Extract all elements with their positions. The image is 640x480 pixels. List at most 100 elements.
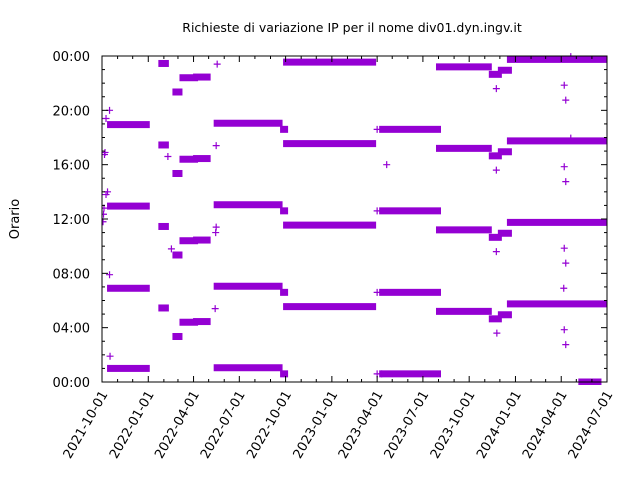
- x-tick-label: 2023-04-01: [336, 389, 387, 462]
- data-point: [167, 245, 175, 253]
- data-band: [506, 137, 607, 145]
- data-band: [107, 121, 150, 129]
- data-band: [172, 169, 183, 177]
- data-point: [560, 163, 568, 171]
- data-band: [280, 207, 289, 215]
- y-tick-label: 00:00: [53, 50, 90, 65]
- data-point: [106, 271, 114, 279]
- data-band: [379, 288, 441, 296]
- data-band: [172, 332, 183, 340]
- data-point: [492, 85, 500, 93]
- data-band: [435, 307, 492, 315]
- data-band: [435, 226, 492, 234]
- y-axis-label: Orario: [8, 199, 23, 240]
- data-band: [283, 58, 377, 66]
- data-point: [567, 53, 575, 61]
- x-tick-label: 2022-04-01: [152, 389, 203, 462]
- data-band: [193, 155, 211, 163]
- data-point: [562, 259, 570, 267]
- x-tick-label: 2023-10-01: [428, 389, 479, 462]
- data-point: [213, 60, 221, 68]
- data-point: [102, 114, 110, 122]
- data-band: [506, 55, 607, 63]
- data-band: [379, 207, 441, 215]
- x-tick-label: 2022-07-01: [198, 389, 249, 462]
- x-tick-label: 2023-01-01: [291, 389, 342, 462]
- data-point: [562, 341, 570, 349]
- y-tick-label: 20:00: [53, 104, 90, 119]
- data-point: [562, 96, 570, 104]
- data-band: [179, 74, 199, 82]
- data-band: [435, 63, 492, 71]
- data-band: [107, 284, 150, 292]
- data-band: [379, 370, 441, 378]
- data-point: [211, 305, 219, 313]
- data-band: [158, 222, 169, 230]
- data-band: [283, 140, 377, 148]
- data-point: [102, 210, 108, 218]
- x-tick-label: 2021-10-01: [61, 389, 112, 462]
- data-band: [280, 370, 289, 378]
- y-axis: 00:00 04:00 08:00 12:00 16:00 20:00 00:00: [53, 50, 607, 391]
- data-band: [193, 73, 211, 81]
- data-band: [283, 221, 377, 229]
- data-band: [497, 311, 512, 319]
- data-band: [172, 251, 183, 259]
- data-band: [158, 141, 169, 149]
- data-band: [488, 70, 502, 78]
- data-point: [212, 229, 220, 237]
- y-tick-label: 00:00: [53, 376, 90, 391]
- data-band: [497, 229, 512, 237]
- data-point: [378, 370, 386, 378]
- data-point: [492, 248, 500, 256]
- data-band: [158, 304, 169, 312]
- data-band: [213, 119, 283, 127]
- data-point: [373, 207, 381, 215]
- data-band: [379, 125, 441, 133]
- data-point: [562, 178, 570, 186]
- data-band: [488, 315, 502, 323]
- plot-area: [102, 53, 607, 385]
- data-band: [506, 218, 607, 226]
- data-point: [383, 161, 391, 169]
- x-tick-label: 2022-01-01: [107, 389, 158, 462]
- x-tick-label: 2023-07-01: [382, 389, 433, 462]
- data-band: [193, 318, 211, 326]
- data-point: [560, 284, 568, 292]
- x-tick-label: 2022-10-01: [244, 389, 295, 462]
- data-point: [104, 188, 112, 196]
- x-tick-label: 2024-01-01: [474, 389, 525, 462]
- data-band: [280, 288, 289, 296]
- data-point: [373, 125, 381, 133]
- data-band: [158, 59, 169, 67]
- chart-title: Richieste di variazione IP per il nome d…: [182, 20, 522, 35]
- data-band: [213, 201, 283, 209]
- data-band: [435, 144, 492, 152]
- data-point: [560, 244, 568, 252]
- data-band: [506, 300, 607, 308]
- data-point: [102, 148, 109, 156]
- data-band: [193, 236, 211, 244]
- data-band: [213, 282, 283, 290]
- y-tick-label: 16:00: [53, 159, 90, 174]
- data-point: [560, 326, 568, 334]
- data-band: [280, 125, 289, 133]
- y-tick-label: 12:00: [53, 213, 90, 228]
- y-tick-label: 08:00: [53, 267, 90, 282]
- data-band: [488, 152, 502, 160]
- data-band: [107, 202, 150, 210]
- data-point: [567, 134, 575, 142]
- data-band: [179, 318, 199, 326]
- data-point: [493, 329, 501, 337]
- data-band: [213, 364, 283, 372]
- data-point: [212, 142, 220, 150]
- data-band: [283, 303, 377, 311]
- data-band: [179, 155, 199, 163]
- data-band: [488, 233, 502, 241]
- x-axis: 2021-10-012022-01-012022-04-012022-07-01…: [61, 56, 616, 462]
- data-point: [373, 288, 381, 296]
- data-band: [497, 66, 512, 74]
- data-band: [497, 148, 512, 156]
- x-tick-label: 2024-04-01: [520, 389, 571, 462]
